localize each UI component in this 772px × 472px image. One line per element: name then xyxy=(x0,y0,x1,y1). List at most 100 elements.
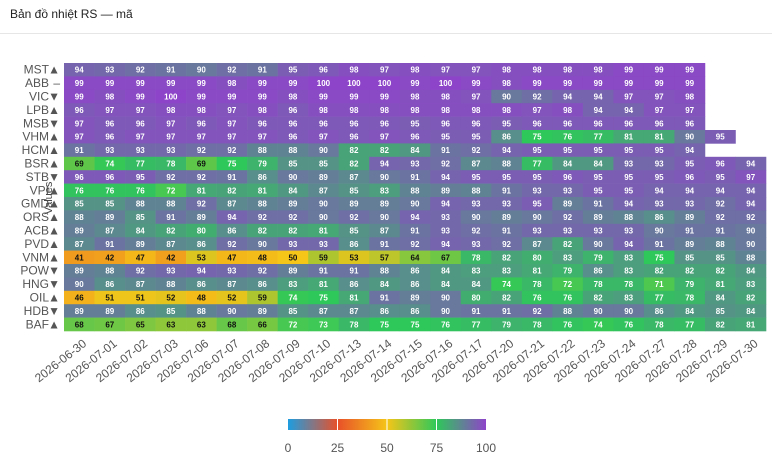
heatmap-cell xyxy=(369,290,401,305)
cell-value-label: 93 xyxy=(533,227,542,236)
heatmap-cell xyxy=(521,223,553,238)
trend-up-icon: ▲ xyxy=(48,237,60,251)
heatmap-cell xyxy=(735,277,767,292)
heatmap-cell xyxy=(64,116,95,131)
cell-value-label: 87 xyxy=(533,240,542,249)
heatmap-cell xyxy=(491,223,523,238)
cell-value-label: 99 xyxy=(655,79,664,88)
cell-value-label: 90 xyxy=(502,93,511,102)
heatmap-cell xyxy=(460,304,492,318)
heatmap-cell xyxy=(64,223,95,238)
trend-up-icon: ▲ xyxy=(48,103,60,117)
heatmap-cell xyxy=(155,116,187,131)
heatmap-cell xyxy=(399,317,431,332)
heatmap-cell xyxy=(704,210,736,225)
cell-value-label: 94 xyxy=(441,200,450,209)
heatmap-cell xyxy=(704,130,736,144)
row-label: VNM xyxy=(22,250,49,264)
cell-value-label: 88 xyxy=(166,280,175,289)
heatmap-cell xyxy=(491,103,523,117)
heatmap-cell xyxy=(613,223,645,238)
heatmap-cell xyxy=(186,130,217,144)
heatmap-cell xyxy=(155,76,187,91)
cell-value-label: 95 xyxy=(624,146,633,155)
heatmap-cell xyxy=(94,237,126,251)
heatmap-cell xyxy=(338,277,370,292)
cell-value-label: 97 xyxy=(746,173,755,182)
cell-value-label: 98 xyxy=(411,66,420,75)
heatmap-cell xyxy=(735,264,767,278)
heatmap-cell xyxy=(338,290,370,305)
heatmap-cell xyxy=(216,89,248,104)
cell-value-label: 94 xyxy=(624,106,633,115)
cell-value-label: 84 xyxy=(594,160,603,169)
heatmap-cell xyxy=(674,63,706,77)
heatmap-cell xyxy=(277,264,309,278)
cell-value-label: 92 xyxy=(472,227,481,236)
cell-value-label: 95 xyxy=(502,119,511,128)
heatmap-cell xyxy=(430,183,462,198)
cell-value-label: 97 xyxy=(319,133,328,142)
heatmap-cell xyxy=(674,197,706,211)
cell-value-label: 91 xyxy=(472,307,481,316)
heatmap-cell xyxy=(277,130,309,144)
trend-up-icon: ▲ xyxy=(48,197,60,211)
cell-value-label: 94 xyxy=(746,200,755,209)
heatmap-cell xyxy=(704,304,736,318)
heatmap-cell xyxy=(430,290,462,305)
heatmap-cell xyxy=(491,317,523,332)
cell-value-label: 92 xyxy=(258,213,267,222)
heatmap-cell xyxy=(582,223,614,238)
heatmap-cell xyxy=(369,63,401,77)
heatmap-cell xyxy=(308,197,339,211)
cell-value-label: 97 xyxy=(533,106,542,115)
heatmap-cell xyxy=(552,264,584,278)
heatmap-cell xyxy=(277,197,309,211)
cell-value-label: 78 xyxy=(350,320,359,329)
cell-value-label: 89 xyxy=(197,213,206,222)
heatmap-cell xyxy=(338,156,370,171)
cell-value-label: 84 xyxy=(380,280,389,289)
heatmap-cell xyxy=(430,63,462,77)
cell-value-label: 96 xyxy=(685,173,694,182)
heatmap-cell xyxy=(735,170,767,184)
heatmap-cell xyxy=(613,76,645,91)
cell-value-label: 92 xyxy=(441,160,450,169)
cell-value-label: 92 xyxy=(533,307,542,316)
trend-up-icon: ▲ xyxy=(48,224,60,238)
heatmap-cell xyxy=(369,304,401,318)
heatmap-cell xyxy=(125,63,156,77)
cell-value-label: 46 xyxy=(75,294,84,303)
cell-value-label: 82 xyxy=(380,146,389,155)
trend-up-icon: ▲ xyxy=(48,143,60,157)
cell-value-label: 76 xyxy=(441,320,450,329)
heatmap-cell xyxy=(216,210,248,225)
heatmap-cell xyxy=(674,210,706,225)
cell-value-label: 82 xyxy=(502,253,511,262)
heatmap-cell xyxy=(582,103,614,117)
heatmap-cell xyxy=(216,76,248,91)
heatmap-cell xyxy=(308,304,339,318)
heatmap-cell xyxy=(155,63,187,77)
cell-value-label: 69 xyxy=(197,160,206,169)
heatmap-cell xyxy=(399,237,431,251)
y-axis-title: Values xyxy=(43,181,55,214)
cell-value-label: 48 xyxy=(197,294,206,303)
heatmap-cell xyxy=(64,183,95,198)
cell-value-label: 97 xyxy=(655,93,664,102)
cell-value-label: 90 xyxy=(197,66,206,75)
heatmap-cell xyxy=(155,290,187,305)
heatmap-cell xyxy=(247,237,278,251)
heatmap-cell xyxy=(125,183,156,198)
heatmap-cell xyxy=(613,103,645,117)
heatmap-cell xyxy=(277,290,309,305)
heatmap-cell xyxy=(338,237,370,251)
cell-value-label: 99 xyxy=(197,79,206,88)
heatmap-cell xyxy=(308,223,339,238)
cell-value-label: 63 xyxy=(166,320,175,329)
cell-value-label: 91 xyxy=(502,307,511,316)
cell-value-label: 88 xyxy=(136,200,145,209)
cell-value-label: 69 xyxy=(75,160,84,169)
cell-value-label: 81 xyxy=(624,133,633,142)
heatmap-cell xyxy=(613,210,645,225)
